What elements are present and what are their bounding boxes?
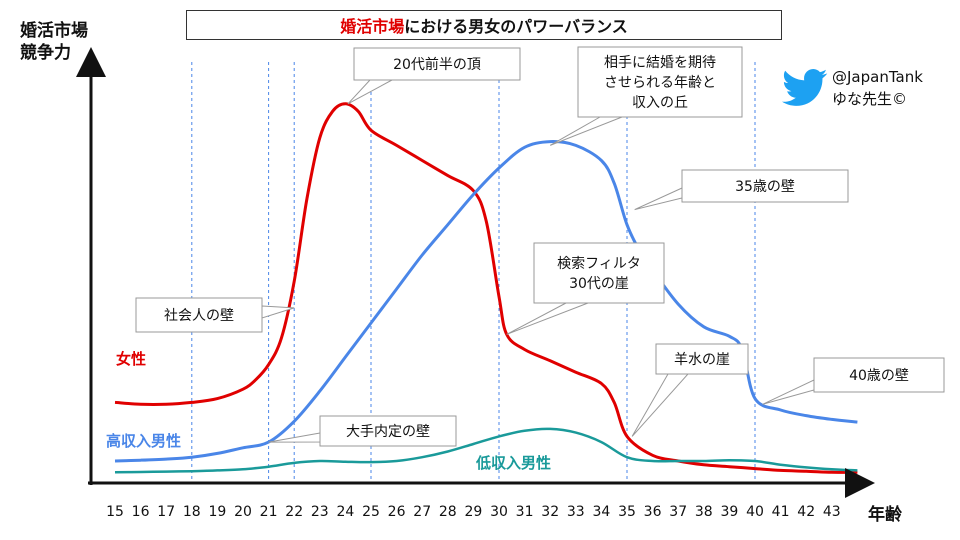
callout-offer: 大手内定の壁 <box>268 415 457 447</box>
callout-peak20s-pointer <box>347 79 393 105</box>
x-tick-label-30: 30 <box>490 504 508 520</box>
callout-offer-box <box>319 415 457 447</box>
x-tick-label-34: 34 <box>592 504 610 520</box>
callout-wall35-pointer <box>634 187 683 211</box>
x-tick-label-22: 22 <box>285 504 303 520</box>
x-tick-label-36: 36 <box>644 504 662 520</box>
callout-amniotic-line-0: 羊水の崖 <box>674 352 730 368</box>
x-tick-label-20: 20 <box>234 504 252 520</box>
x-tick-label-26: 26 <box>388 504 406 520</box>
callout-hill-line-2: 収入の丘 <box>632 95 688 111</box>
x-tick-label-23: 23 <box>311 504 329 520</box>
twitter-bird-icon <box>782 69 828 106</box>
x-tick-label-16: 16 <box>132 504 150 520</box>
series-line-high-income-male <box>114 140 858 463</box>
legend-female: 女性 <box>116 350 147 368</box>
x-tick-label-39: 39 <box>720 504 738 520</box>
callout-amniotic-pointer <box>631 373 690 437</box>
callout-wall40-line-0: 40歳の壁 <box>849 368 909 384</box>
callout-wall35-box <box>681 169 849 203</box>
x-tick-label-24: 24 <box>336 504 354 520</box>
callout-society-line-0: 社会人の壁 <box>164 308 234 324</box>
callout-hill-line-0: 相手に結婚を期待 <box>604 55 716 71</box>
callout-society: 社会人の壁 <box>135 297 295 333</box>
brand-handle: @JapanTank <box>832 68 923 86</box>
chart-title-rest: における男女のパワーバランス <box>404 17 628 36</box>
x-tick-label-42: 42 <box>797 504 815 520</box>
callout-filter30-pointer <box>506 302 589 335</box>
x-tick-label-38: 38 <box>695 504 713 520</box>
callout-wall40-box <box>813 357 945 393</box>
x-tick-label-25: 25 <box>362 504 380 520</box>
callout-peak20s: 20代前半の頂 <box>347 47 521 105</box>
x-tick-label-37: 37 <box>669 504 687 520</box>
x-axis-label: 年齢 <box>868 505 902 525</box>
x-tick-label-29: 29 <box>464 504 482 520</box>
x-tick-label-43: 43 <box>823 504 841 520</box>
callout-filter30-line-1: 30代の崖 <box>569 276 629 292</box>
x-tick-label-18: 18 <box>183 504 201 520</box>
y-axis-label-line1: 婚活市場 <box>20 21 88 41</box>
x-tick-label-21: 21 <box>260 504 278 520</box>
callout-offer-line-0: 大手内定の壁 <box>346 424 430 440</box>
x-tick-label-28: 28 <box>439 504 457 520</box>
callout-filter30: 検索フィルタ 30代の崖 <box>506 242 665 335</box>
guide-lines <box>191 62 756 483</box>
callout-society-box <box>135 297 263 333</box>
brand-author: ゆな先生© <box>832 90 908 108</box>
callout-filter30-line-0: 検索フィルタ <box>557 255 641 272</box>
chart-title-highlight: 婚活市場 <box>340 17 405 36</box>
callout-wall35-line-0: 35歳の壁 <box>735 179 795 195</box>
x-tick-label-40: 40 <box>746 504 764 520</box>
callout-wall40-pointer <box>762 379 815 405</box>
y-axis-label-line2: 競争力 <box>20 43 71 63</box>
legend-low-income-male: 低収入男性 <box>476 454 552 472</box>
brand-text: @JapanTank ゆな先生© <box>832 66 923 110</box>
callout-wall35: 35歳の壁 <box>634 169 849 211</box>
series-line-female <box>114 102 858 474</box>
x-tick-label-27: 27 <box>413 504 431 520</box>
x-tick-label-35: 35 <box>618 504 636 520</box>
callout-wall40: 40歳の壁 <box>762 357 945 405</box>
x-tick-label-33: 33 <box>567 504 585 520</box>
y-axis-label: 婚活市場 競争力 <box>20 20 88 64</box>
x-tick-label-17: 17 <box>157 504 175 520</box>
series-layer <box>114 102 858 474</box>
x-tick-label-15: 15 <box>106 504 124 520</box>
callout-hill-box <box>577 46 743 118</box>
callout-amniotic-box <box>655 343 749 375</box>
x-tick-label-32: 32 <box>541 504 559 520</box>
legend-high-income-male: 高収入男性 <box>106 432 182 450</box>
x-tick-label-31: 31 <box>516 504 534 520</box>
x-tick-label-19: 19 <box>208 504 226 520</box>
callout-amniotic: 羊水の崖 <box>631 343 749 437</box>
callout-filter30-box <box>533 242 665 304</box>
series-line-low-income-male <box>114 427 858 474</box>
callout-peak20s-line-0: 20代前半の頂 <box>393 56 481 73</box>
x-tick-label-41: 41 <box>772 504 790 520</box>
callout-peak20s-box <box>353 47 521 81</box>
callout-hill-pointer <box>549 116 623 146</box>
chart-title: 婚活市場 における男女のパワーバランス <box>186 10 782 40</box>
callout-hill-line-1: させられる年齢と <box>604 75 716 91</box>
x-tick-labels: 15 16 17 18 19 20 21 22 23 24 25 26 27 28 29 30 31 32 33 34… <box>106 504 841 520</box>
